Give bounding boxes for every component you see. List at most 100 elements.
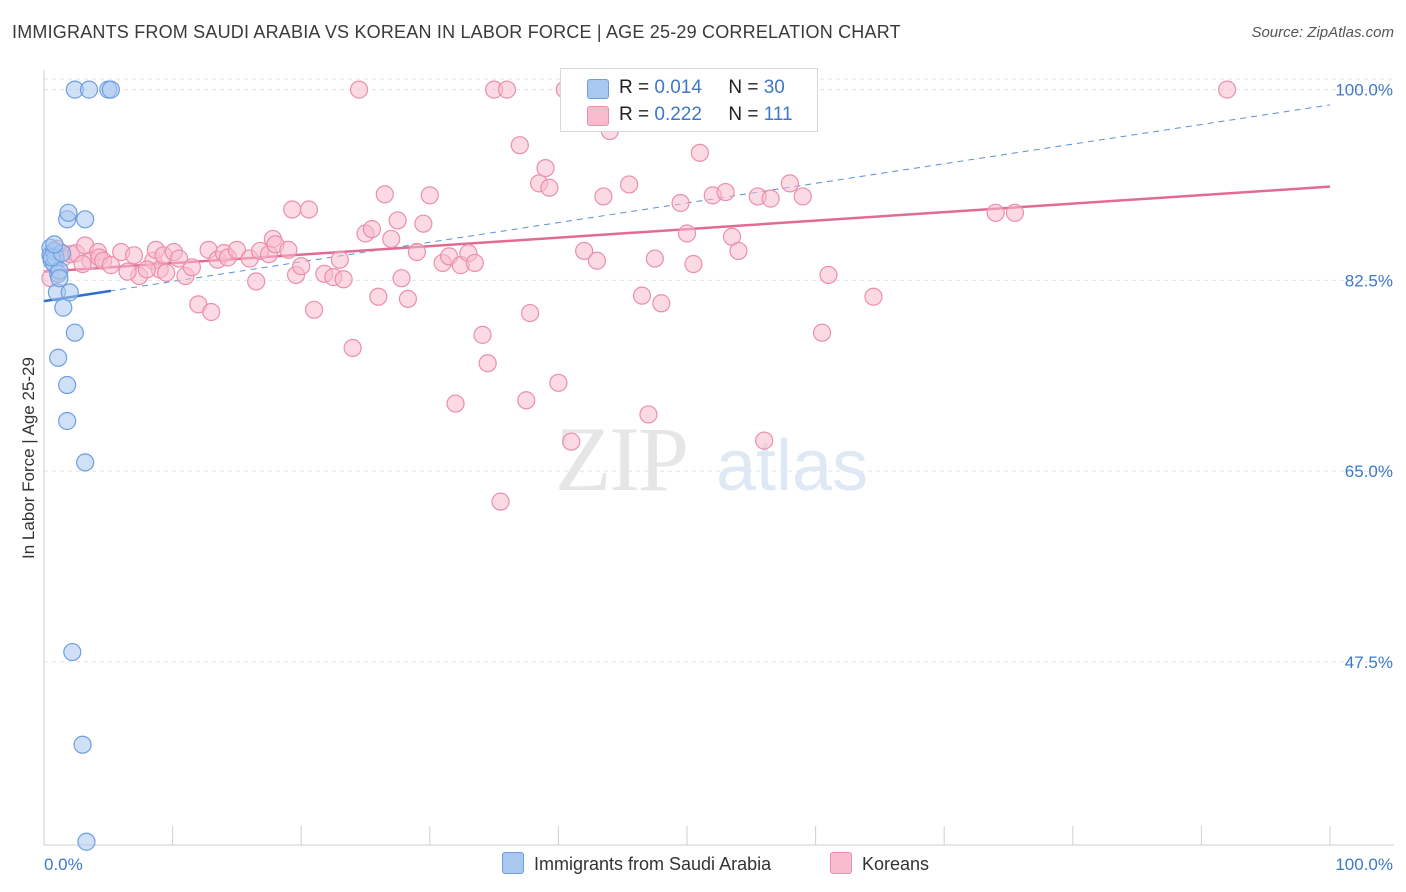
point-saudi <box>50 269 69 288</box>
point-koreans <box>202 302 221 322</box>
point-koreans <box>388 211 407 230</box>
point-koreans <box>279 240 298 259</box>
legend-n-label: N = <box>728 77 759 98</box>
point-saudi <box>76 453 95 472</box>
point-koreans <box>517 391 536 410</box>
point-saudi <box>79 80 99 99</box>
source-label: Source: ZipAtlas.com <box>1251 24 1394 41</box>
point-koreans <box>349 80 369 99</box>
point-koreans <box>124 246 144 265</box>
point-saudi <box>63 642 82 662</box>
point-koreans <box>671 193 690 213</box>
point-koreans <box>137 260 156 279</box>
point-koreans <box>398 289 418 309</box>
point-koreans <box>473 325 492 344</box>
point-koreans <box>793 187 812 206</box>
point-koreans <box>677 224 697 243</box>
point-koreans <box>1005 203 1025 222</box>
point-koreans <box>549 373 568 392</box>
point-koreans <box>729 241 748 261</box>
y-axis-label: In Labor Force | Age 25-29 <box>19 357 38 559</box>
legend-swatch-saudi <box>587 79 609 99</box>
point-saudi <box>58 411 77 431</box>
legend-n-label: N = <box>728 104 759 125</box>
gridlines <box>44 78 1394 663</box>
bottom-legend-swatch-koreans <box>830 852 852 874</box>
legend: R = 0.014 N = 30 R = 0.222 N = 111 <box>560 68 818 132</box>
point-koreans <box>587 251 607 270</box>
point-saudi <box>77 832 96 851</box>
point-koreans <box>304 300 324 319</box>
point-saudi <box>65 323 84 342</box>
point-saudi <box>45 235 64 254</box>
y-tick-label: 82.5% <box>1345 271 1393 290</box>
point-saudi <box>76 210 95 229</box>
point-koreans <box>690 143 709 162</box>
chart-title: IMMIGRANTS FROM SAUDI ARABIA VS KOREAN I… <box>12 22 901 42</box>
point-koreans <box>864 287 883 306</box>
point-saudi <box>49 348 68 367</box>
bottom-legend-swatch-saudi <box>502 852 524 874</box>
point-koreans <box>594 187 613 206</box>
point-koreans <box>118 262 137 281</box>
legend-swatch-koreans <box>587 106 609 126</box>
point-koreans <box>819 265 838 285</box>
point-koreans <box>414 214 433 233</box>
point-koreans <box>562 432 581 451</box>
point-koreans <box>330 250 349 269</box>
point-saudi <box>73 735 92 754</box>
point-koreans <box>292 257 311 276</box>
point-koreans <box>536 159 555 178</box>
x-tick-label-max: 100.0% <box>1335 855 1393 874</box>
point-koreans <box>684 254 703 274</box>
point-koreans <box>639 405 658 424</box>
legend-r-value: 0.014 <box>654 77 702 98</box>
point-koreans <box>755 431 774 450</box>
x-tick-label-min: 0.0% <box>44 855 83 874</box>
point-koreans <box>812 323 832 342</box>
legend-r-value: 0.222 <box>654 104 702 125</box>
point-koreans <box>247 272 266 291</box>
bottom-legend-label-koreans: Koreans <box>862 854 930 874</box>
legend-n-value: 111 <box>763 104 793 125</box>
point-koreans <box>157 263 176 282</box>
y-tick-label: 100.0% <box>1335 81 1393 100</box>
point-koreans <box>362 220 382 239</box>
point-saudi <box>54 298 73 317</box>
legend-r-label: R = <box>619 77 650 98</box>
watermark-zip: ZIP <box>555 408 687 510</box>
y-tick-label: 47.5% <box>1345 653 1393 672</box>
point-koreans <box>645 249 664 268</box>
axes <box>43 70 1394 846</box>
point-koreans <box>369 287 388 306</box>
point-koreans <box>227 240 246 259</box>
point-koreans <box>620 175 639 194</box>
point-koreans <box>761 189 780 208</box>
point-koreans <box>169 249 189 268</box>
point-koreans <box>73 254 92 274</box>
watermark-atlas: atlas <box>716 426 868 506</box>
bottom-legend-saudi: Immigrants from Saudi Arabia <box>502 852 771 875</box>
watermark: ZIP atlas <box>555 408 868 510</box>
tick-labels: 47.5% 65.0% 82.5% 100.0% 0.0% 100.0% <box>44 81 1393 874</box>
point-koreans <box>283 200 302 219</box>
point-koreans <box>392 269 411 288</box>
point-koreans <box>575 241 594 261</box>
point-koreans <box>716 182 735 202</box>
point-koreans <box>446 394 465 413</box>
bottom-legend-koreans: Koreans <box>830 852 929 875</box>
point-koreans <box>1218 80 1237 99</box>
point-koreans <box>540 178 559 197</box>
point-koreans <box>375 185 394 204</box>
point-koreans <box>652 294 671 313</box>
point-koreans <box>521 303 540 323</box>
point-koreans <box>491 492 510 511</box>
point-koreans <box>478 354 497 373</box>
legend-n-value: 30 <box>763 77 785 98</box>
point-koreans <box>334 270 353 289</box>
point-koreans <box>465 253 484 273</box>
legend-r-label: R = <box>619 104 650 125</box>
point-koreans <box>182 258 201 277</box>
point-koreans <box>382 229 401 249</box>
